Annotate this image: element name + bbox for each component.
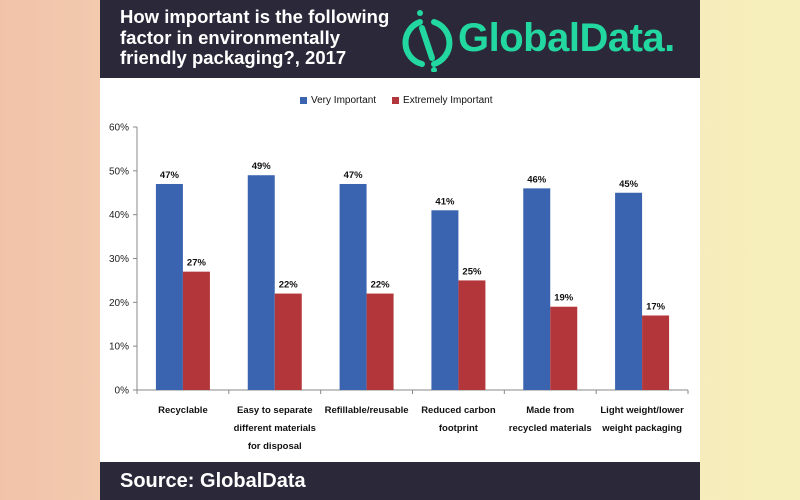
logo-icon bbox=[402, 10, 453, 72]
bar-very-important bbox=[247, 175, 275, 390]
category-label: weight packaging bbox=[601, 423, 682, 434]
bar-extremely-important bbox=[182, 271, 210, 390]
chart-title: How important is the following factor in… bbox=[120, 6, 390, 68]
y-tick-label: 0% bbox=[115, 386, 130, 397]
y-tick-label: 20% bbox=[109, 298, 129, 309]
category-label: Made from bbox=[526, 405, 574, 416]
legend-swatch bbox=[392, 97, 400, 104]
bar-extremely-important bbox=[366, 293, 394, 390]
bar-extremely-important bbox=[550, 306, 578, 390]
data-label: 41% bbox=[435, 196, 455, 207]
bar-very-important bbox=[431, 210, 459, 390]
bar-very-important bbox=[615, 192, 643, 390]
category-label: different materials bbox=[234, 423, 316, 434]
y-tick-label: 30% bbox=[109, 254, 129, 265]
legend-label: Extremely Important bbox=[403, 95, 493, 106]
data-label: 46% bbox=[527, 174, 547, 185]
legend-label: Very Important bbox=[311, 95, 377, 106]
bar-very-important bbox=[339, 183, 367, 390]
bar-chart: 0% 10% 20% 30% 40% 50% 60% 47% 27% Recyclable 49% 2… bbox=[109, 123, 689, 452]
category-label: for disposal bbox=[248, 441, 302, 452]
category-label: Easy to separate bbox=[237, 405, 313, 416]
data-label: 49% bbox=[252, 161, 272, 172]
category-label: Reduced carbon bbox=[421, 405, 496, 416]
data-label: 47% bbox=[160, 170, 180, 181]
data-label: 22% bbox=[279, 280, 299, 291]
category-label: Light weight/lower bbox=[600, 405, 684, 416]
category-label: Refillable/reusable bbox=[325, 405, 409, 416]
footer: Source: GlobalData bbox=[100, 462, 700, 500]
logo-text: GlobalData. bbox=[458, 16, 675, 60]
data-label: 19% bbox=[554, 293, 574, 304]
header: How important is the following factor in… bbox=[100, 0, 700, 78]
data-label: 25% bbox=[462, 266, 482, 277]
y-tick-label: 60% bbox=[109, 123, 129, 134]
y-tick-label: 40% bbox=[109, 210, 129, 221]
bar-extremely-important bbox=[274, 293, 302, 390]
data-label: 47% bbox=[344, 170, 364, 181]
y-tick-label: 50% bbox=[109, 166, 129, 177]
globaldata-logo: GlobalData. bbox=[400, 8, 700, 72]
legend: Very Important Extremely Important bbox=[300, 95, 509, 106]
category-label: footprint bbox=[439, 423, 479, 434]
legend-item-extremely-important: Extremely Important bbox=[392, 95, 493, 106]
category-label: recycled materials bbox=[509, 423, 592, 434]
source-text: Source: GlobalData bbox=[120, 470, 306, 492]
bar-very-important bbox=[523, 188, 551, 390]
bar-very-important bbox=[155, 183, 183, 390]
data-label: 22% bbox=[371, 280, 391, 291]
chart-card: How important is the following factor in… bbox=[100, 0, 700, 500]
legend-swatch bbox=[300, 97, 307, 104]
data-label: 45% bbox=[619, 179, 639, 190]
data-label: 27% bbox=[187, 258, 207, 269]
bar-extremely-important bbox=[642, 315, 670, 390]
y-tick-label: 10% bbox=[109, 342, 129, 353]
legend-item-very-important: Very Important bbox=[300, 95, 376, 106]
category-label: Recyclable bbox=[158, 405, 208, 416]
bar-extremely-important bbox=[458, 280, 486, 390]
data-label: 17% bbox=[646, 301, 666, 312]
